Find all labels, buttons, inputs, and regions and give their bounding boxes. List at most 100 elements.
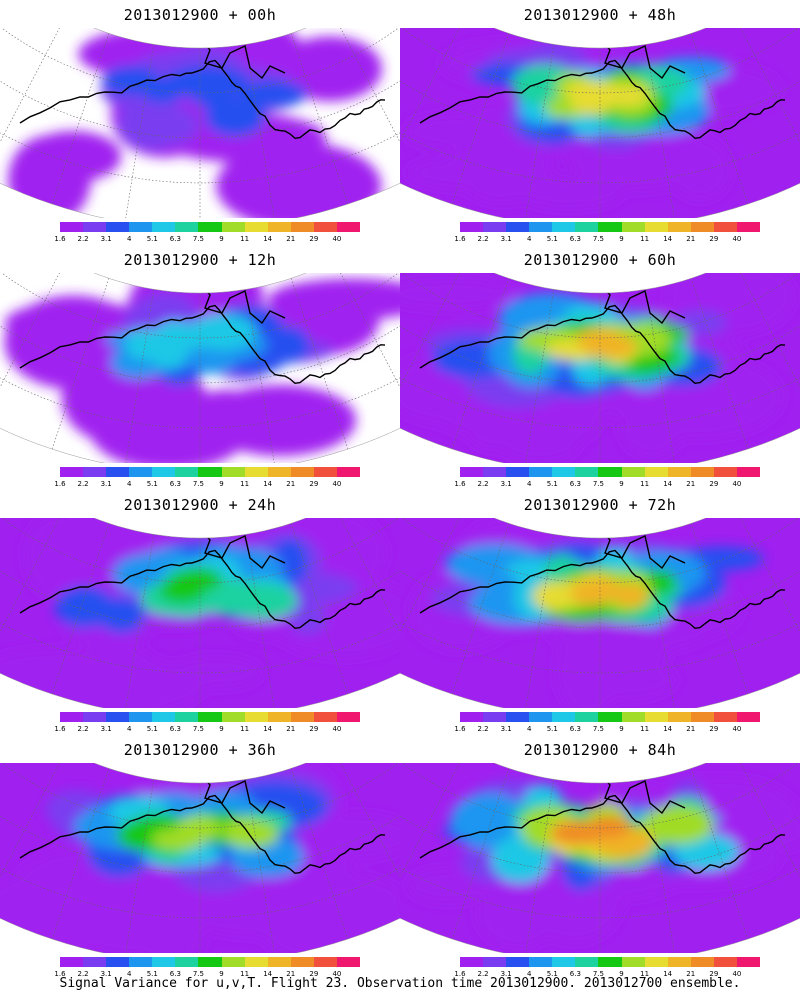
colorbar-tick-label: 21: [686, 480, 696, 488]
field-blob: [585, 334, 638, 358]
colorbar-tick-label: 5.1: [146, 235, 158, 243]
colorbar-tick-label: 7.5: [192, 235, 205, 243]
colorbar-segment: [690, 467, 714, 477]
field-blob: [406, 867, 493, 904]
colorbar-tick-label: 3.1: [500, 725, 512, 733]
field-blob: [640, 805, 714, 845]
field-blob: [619, 391, 685, 458]
colorbar-labels: 1.6 2.2 3.1 4 5.1 6.3 7.5 9 11 14 21 29 40: [54, 725, 360, 735]
colorbar-segment: [152, 957, 176, 967]
colorbar-segment: [313, 957, 337, 967]
parallel-line: [400, 797, 800, 874]
parallel-line: [400, 62, 800, 139]
colorbar-segment: [575, 222, 599, 232]
colorbar-tick-label: 14: [663, 480, 673, 488]
colorbar-tick-label: 1.6: [54, 235, 66, 243]
field-blob: [166, 569, 206, 593]
field-blob: [400, 278, 517, 310]
colorbar-segment: [244, 467, 268, 477]
parallel-line: [400, 763, 800, 829]
colorbar-tick-label: 40: [732, 725, 742, 733]
colorbar-tick-label: 14: [663, 235, 673, 243]
colorbar-segment: [198, 222, 222, 232]
colorbar-segment: [221, 957, 245, 967]
colorbar-segment: [221, 712, 245, 722]
colorbar-tick-label: 11: [640, 970, 650, 978]
colorbar-tick-label: 7.5: [192, 725, 205, 733]
colorbar-segment: [152, 712, 176, 722]
map-boundary: [400, 273, 800, 463]
graticule: [0, 763, 400, 953]
map-boundary: [0, 518, 400, 708]
graticule: [0, 28, 400, 218]
field-blob: [164, 65, 249, 100]
colorbar-segment: [598, 712, 622, 722]
colorbar-tick-label: 1.6: [454, 725, 466, 733]
colorbar-tick-label: 6.3: [569, 480, 581, 488]
map-boundary: [400, 763, 800, 953]
colorbar-segment: [644, 712, 668, 722]
colorbar-tick-label: 2.2: [477, 970, 489, 978]
map-panel: 2013012900 + 12h 1.6 2.2 3.1 4 5.1 6.3 7.5 9 11 14…: [0, 245, 400, 490]
colorbar-tick-label: 4: [126, 480, 132, 488]
colorbar-labels: 1.6 2.2 3.1 4 5.1 6.3 7.5 9 11 14 21 29 40: [54, 480, 360, 490]
colorbar-tick-label: 6.3: [569, 235, 581, 243]
field-blob: [117, 99, 185, 150]
colorbar-tick-label: 7.5: [192, 480, 205, 488]
colorbar-segment: [736, 222, 761, 232]
colorbar-tick-label: 3.1: [100, 725, 112, 733]
colorbar-segment: [175, 467, 199, 477]
colorbar-tick-label: 14: [263, 970, 273, 978]
graticule: [400, 273, 800, 463]
field-blob: [236, 80, 308, 108]
field-blob: [121, 308, 174, 330]
colorbar-segment: [552, 712, 576, 722]
colorbar-segment: [60, 222, 84, 232]
coastline: [419, 304, 786, 385]
colorbar-tick-label: 3.1: [100, 235, 112, 243]
colorbar-segment: [129, 712, 153, 722]
colorbar-segment: [552, 222, 576, 232]
colorbar-segment: [575, 957, 599, 967]
map-panel: 2013012900 + 48h 1.6 2.2 3.1 4 5.1 6.3 7.5 9 11 14…: [400, 0, 800, 245]
colorbar-segment: [690, 957, 714, 967]
colorbar-segment: [483, 467, 507, 477]
colorbar-tick-label: 21: [286, 480, 296, 488]
colorbar-segment: [267, 222, 291, 232]
colorbar-tick-label: 4: [126, 725, 132, 733]
panel-title: 2013012900 + 00h: [123, 6, 277, 24]
colorbar: [60, 712, 361, 722]
colorbar-tick-label: 2.2: [477, 725, 489, 733]
colorbar-segment: [575, 712, 599, 722]
colorbar-tick-label: 5.1: [146, 970, 158, 978]
parallel-line: [0, 28, 400, 94]
colorbar-tick-label: 7.5: [592, 235, 605, 243]
colorbar-segment: [736, 712, 761, 722]
colorbar-segment: [667, 222, 691, 232]
colorbar-tick-label: 40: [332, 480, 342, 488]
colorbar-segment: [60, 467, 84, 477]
colorbar-tick-label: 9: [619, 970, 624, 978]
colorbar-segment: [290, 712, 314, 722]
colorbar-tick-label: 21: [686, 235, 696, 243]
colorbar-labels: 1.6 2.2 3.1 4 5.1 6.3 7.5 9 11 14 21 29 40: [454, 970, 760, 980]
colorbar-segment: [83, 467, 107, 477]
colorbar-tick-label: 40: [732, 235, 742, 243]
colorbar-segment: [129, 957, 153, 967]
colorbar-tick-label: 29: [709, 725, 719, 733]
variance-map: [0, 763, 400, 953]
colorbar-segment: [313, 712, 337, 722]
panel-title: 2013012900 + 84h: [523, 741, 677, 759]
map-boundary: [400, 518, 800, 708]
colorbar-tick-label: 40: [732, 970, 742, 978]
colorbar-tick-label: 11: [240, 725, 250, 733]
colorbar-segment: [667, 957, 691, 967]
colorbar-labels: 1.6 2.2 3.1 4 5.1 6.3 7.5 9 11 14 21 29 40: [454, 725, 760, 735]
variance-field: [400, 763, 800, 953]
map-boundary: [400, 28, 800, 218]
colorbar-segment: [198, 467, 222, 477]
coastline: [199, 282, 286, 325]
colorbar: [460, 467, 761, 477]
colorbar-segment: [336, 957, 361, 967]
field-blob: [564, 80, 620, 102]
